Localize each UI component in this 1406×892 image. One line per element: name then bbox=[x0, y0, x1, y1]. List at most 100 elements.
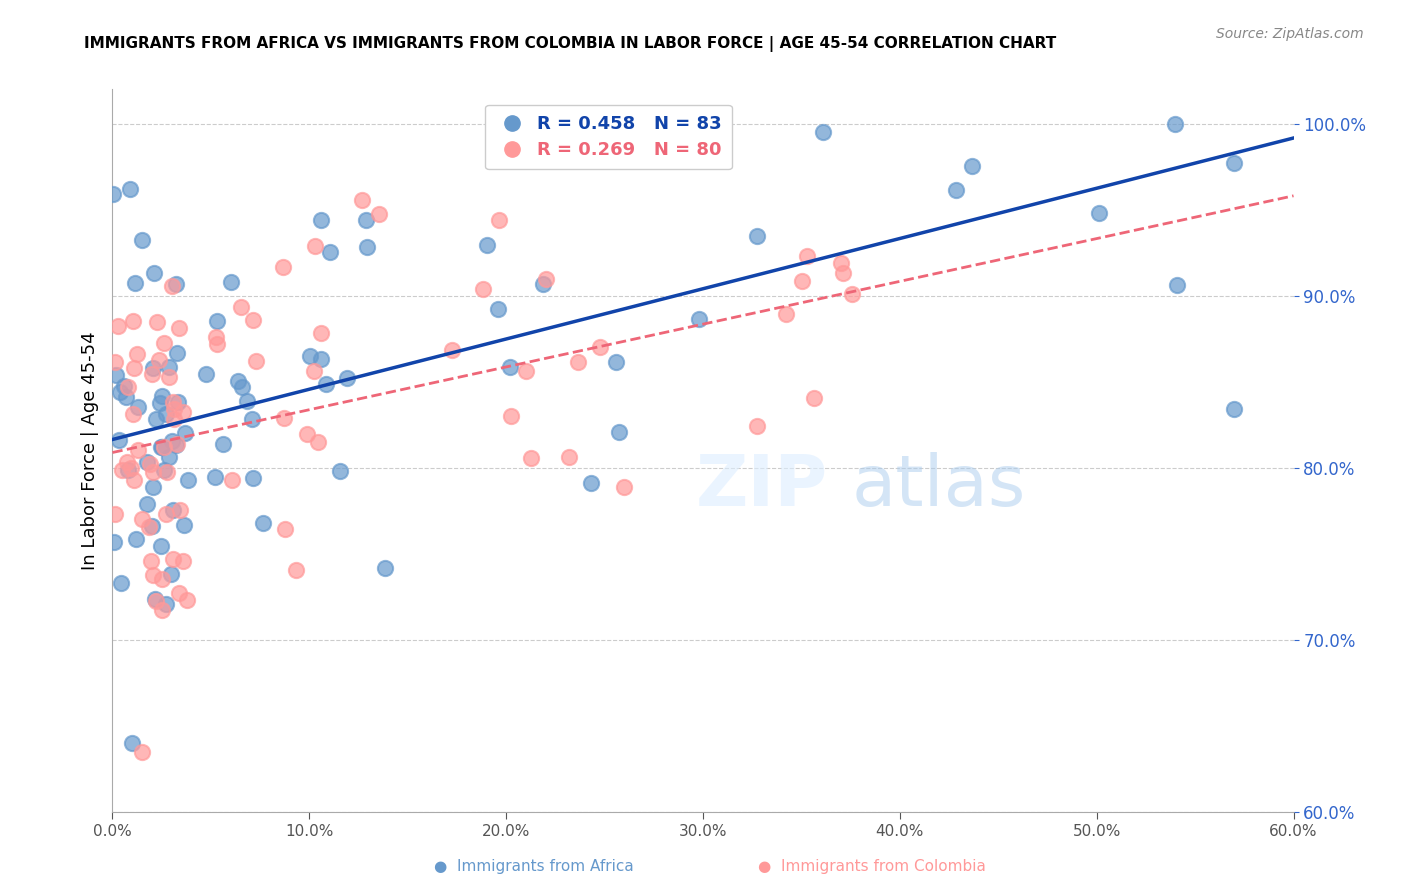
Point bbox=[152, 463, 174, 477]
Point bbox=[107, 318, 129, 333]
Point bbox=[486, 302, 509, 317]
Text: Source: ZipAtlas.com: Source: ZipAtlas.com bbox=[1216, 27, 1364, 41]
Point bbox=[104, 507, 127, 521]
Point bbox=[515, 364, 537, 378]
Point bbox=[219, 275, 242, 289]
Point bbox=[139, 457, 162, 471]
Point bbox=[157, 450, 180, 464]
Point bbox=[205, 336, 228, 351]
Point bbox=[150, 441, 173, 455]
Point bbox=[127, 400, 149, 414]
Point bbox=[336, 371, 359, 385]
Text: ●  Immigrants from Africa: ● Immigrants from Africa bbox=[434, 859, 634, 874]
Point bbox=[273, 410, 295, 425]
Point bbox=[160, 566, 183, 581]
Point bbox=[960, 159, 983, 173]
Point bbox=[688, 311, 710, 326]
Point bbox=[945, 183, 967, 197]
Point bbox=[120, 182, 142, 196]
Point bbox=[242, 471, 264, 485]
Text: ZIP: ZIP bbox=[696, 452, 828, 521]
Text: IMMIGRANTS FROM AFRICA VS IMMIGRANTS FROM COLOMBIA IN LABOR FORCE | AGE 45-54 CO: IMMIGRANTS FROM AFRICA VS IMMIGRANTS FRO… bbox=[84, 36, 1057, 52]
Point bbox=[1222, 401, 1244, 416]
Point bbox=[157, 359, 180, 374]
Point bbox=[350, 193, 373, 207]
Point bbox=[150, 540, 173, 554]
Point bbox=[160, 279, 183, 293]
Point bbox=[141, 553, 163, 567]
Point bbox=[501, 409, 523, 424]
Point bbox=[120, 461, 142, 475]
Point bbox=[166, 436, 188, 450]
Point bbox=[221, 473, 243, 487]
Point bbox=[172, 554, 194, 568]
Point bbox=[141, 518, 163, 533]
Point bbox=[114, 391, 136, 405]
Point bbox=[309, 326, 332, 340]
Point bbox=[832, 266, 855, 280]
Point bbox=[299, 349, 322, 363]
Y-axis label: In Labor Force | Age 45-54: In Labor Force | Age 45-54 bbox=[80, 331, 98, 570]
Point bbox=[607, 425, 630, 440]
Point bbox=[166, 345, 188, 359]
Point bbox=[142, 480, 165, 494]
Point bbox=[245, 354, 267, 368]
Point bbox=[841, 286, 863, 301]
Point bbox=[534, 272, 557, 286]
Point bbox=[166, 277, 188, 291]
Point bbox=[169, 503, 191, 517]
Point bbox=[613, 480, 636, 494]
Point bbox=[240, 412, 263, 426]
Point bbox=[145, 412, 167, 426]
Point bbox=[605, 355, 627, 369]
Point bbox=[143, 591, 166, 606]
Point bbox=[141, 367, 163, 381]
Point bbox=[1164, 117, 1187, 131]
Point bbox=[150, 603, 173, 617]
Point bbox=[194, 367, 217, 381]
Point bbox=[519, 450, 541, 465]
Point bbox=[127, 443, 149, 458]
Point bbox=[121, 314, 143, 328]
Point bbox=[162, 395, 184, 409]
Point bbox=[356, 213, 378, 227]
Point bbox=[162, 552, 184, 566]
Point bbox=[1088, 206, 1111, 220]
Point bbox=[211, 437, 233, 451]
Point bbox=[235, 394, 257, 409]
Point bbox=[148, 352, 170, 367]
Point bbox=[307, 434, 329, 449]
Point bbox=[311, 352, 333, 367]
Point bbox=[122, 361, 145, 376]
Point bbox=[162, 402, 184, 417]
Point bbox=[284, 563, 307, 577]
Point bbox=[122, 473, 145, 487]
Point bbox=[142, 361, 165, 376]
Point bbox=[149, 396, 172, 410]
Point bbox=[304, 239, 326, 253]
Point bbox=[488, 213, 510, 227]
Point bbox=[121, 736, 143, 750]
Point bbox=[796, 249, 818, 263]
Point bbox=[367, 207, 389, 221]
Point bbox=[374, 561, 396, 575]
Point bbox=[124, 276, 146, 290]
Point bbox=[173, 518, 195, 533]
Point bbox=[149, 440, 172, 454]
Point bbox=[579, 475, 602, 490]
Point bbox=[152, 336, 174, 351]
Point bbox=[153, 440, 176, 454]
Point bbox=[309, 213, 332, 227]
Point bbox=[811, 125, 834, 139]
Point bbox=[117, 463, 139, 477]
Point bbox=[747, 229, 769, 244]
Point bbox=[271, 260, 294, 274]
Point bbox=[108, 434, 131, 448]
Legend: R = 0.458   N = 83, R = 0.269   N = 80: R = 0.458 N = 83, R = 0.269 N = 80 bbox=[485, 104, 731, 169]
Point bbox=[101, 186, 124, 201]
Point bbox=[242, 313, 264, 327]
Point bbox=[111, 463, 134, 477]
Point bbox=[441, 343, 464, 357]
Point bbox=[150, 572, 173, 586]
Point bbox=[274, 522, 297, 536]
